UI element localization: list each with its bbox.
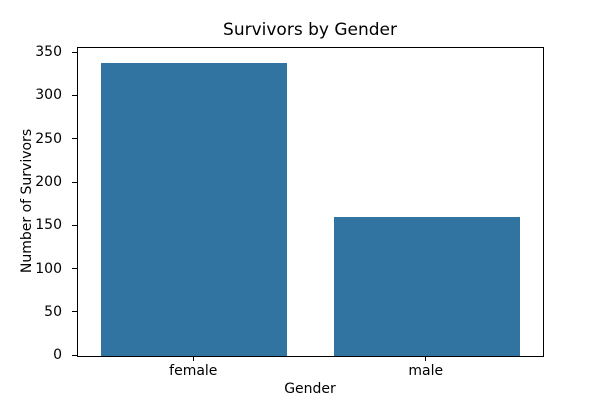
y-tick-label-50: 50 [44,303,62,320]
bar-male [333,216,520,356]
bar-female [101,62,288,356]
y-axis-label: Number of Survivors [19,128,35,274]
y-tick-label-0: 0 [53,347,62,363]
plot-area [77,47,544,357]
y-tick-mark [72,311,77,313]
x-tick-label-male: male [408,363,444,379]
y-tick-mark [72,181,77,183]
y-tick-label-250: 250 [35,130,62,147]
y-tick-label-150: 150 [35,217,62,234]
y-tick-mark [72,224,77,226]
y-tick-mark [72,138,77,140]
y-tick-mark [72,268,77,269]
y-tick-label-100: 100 [35,260,62,277]
y-tick-label-200: 200 [35,174,62,190]
x-tick-mark [425,356,427,361]
y-tick-label-300: 300 [35,87,62,104]
y-tick-mark [72,51,77,53]
chart-title: Survivors by Gender [223,20,397,40]
y-tick-label-350: 350 [35,44,62,61]
y-tick-mark [72,354,77,356]
x-tick-label-female: female [169,363,218,379]
x-axis-label: Gender [284,381,336,397]
y-tick-mark [72,94,77,96]
x-tick-mark [192,356,194,361]
